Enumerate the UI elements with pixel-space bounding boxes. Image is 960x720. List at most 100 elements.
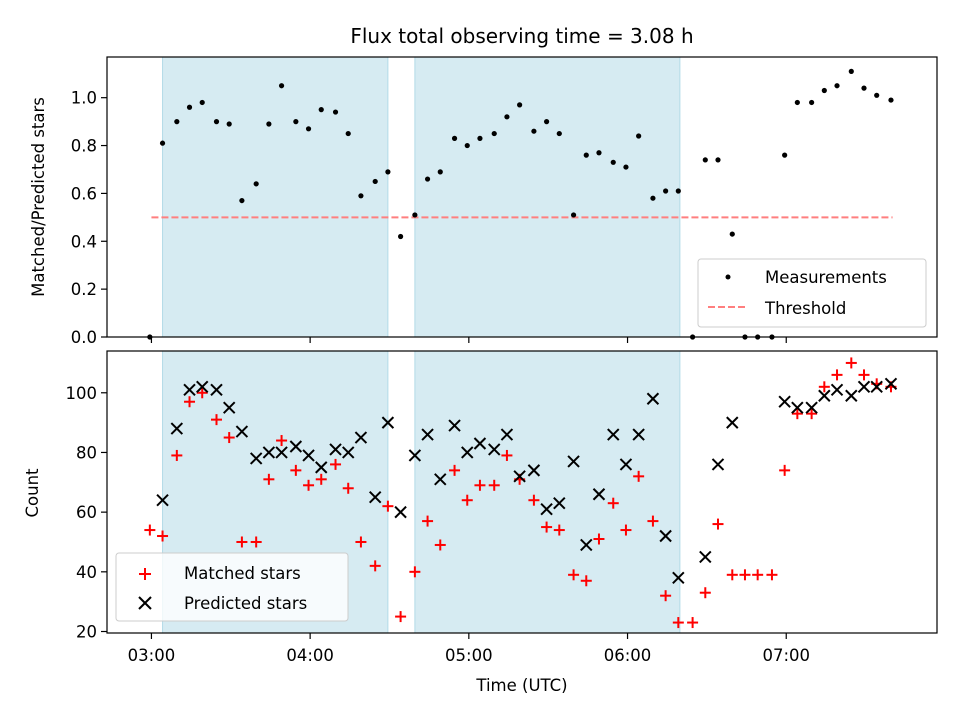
measurement-point	[253, 181, 259, 187]
matched-star-point	[568, 569, 580, 581]
matched-star-point	[739, 569, 751, 581]
bottom-y-tick-label: 20	[76, 623, 97, 642]
bottom-y-tick-label: 80	[76, 443, 97, 462]
predicted-star-point	[434, 473, 447, 486]
predicted-star-point	[421, 428, 434, 441]
measurement-point	[358, 193, 364, 199]
legend-matched-label: Matched stars	[184, 564, 301, 583]
measurement-point	[782, 152, 788, 158]
bottom-y-tick-label: 40	[76, 563, 97, 582]
predicted-star-point	[289, 440, 303, 453]
measurement-point	[345, 130, 351, 137]
predicted-star-point	[672, 571, 685, 585]
bottom-legend: Matched stars Predicted stars	[115, 552, 349, 622]
measurement-point	[305, 126, 312, 132]
matched-star-point	[501, 449, 513, 461]
matched-star-point	[660, 590, 672, 602]
bottom-panel: 20 40 60 80 100 03:00 04:00 05:00 06:00 07:00 Co…	[23, 350, 938, 695]
measurement-point	[821, 87, 827, 94]
measurement-point	[239, 197, 245, 204]
matched-star-point	[687, 617, 699, 629]
matched-star-point	[633, 470, 645, 482]
measurement-point	[186, 104, 193, 110]
predicted-star-point	[513, 470, 526, 483]
predicted-star-point	[183, 383, 196, 397]
matched-star-point	[699, 587, 711, 599]
bottom-x-ticks: 03:00 04:00 05:00 06:00 07:00	[128, 633, 810, 665]
matched-star-point	[818, 381, 830, 393]
predicted-star-point	[210, 383, 223, 397]
top-y-tick-label: 0.6	[71, 184, 97, 203]
matched-star-point	[845, 357, 857, 369]
matched-star-point	[593, 533, 605, 545]
measurement-point	[504, 114, 510, 120]
matched-star-point	[144, 524, 156, 536]
predicted-star-point	[540, 502, 553, 516]
predicted-star-point	[302, 449, 315, 462]
top-panel: 0.0 0.2 0.4 0.6 0.8 1.0 Matched/Predicted sta…	[29, 56, 938, 347]
matched-star-point	[171, 449, 183, 461]
matched-star-point	[620, 524, 632, 536]
measurement-point	[412, 212, 418, 218]
bottom-shaded-interval-1	[414, 350, 681, 634]
bottom-legend-frame	[115, 552, 349, 622]
measurement-point	[596, 150, 602, 156]
measurement-point	[556, 130, 562, 137]
measurement-point	[174, 119, 180, 125]
top-shaded-interval-0	[162, 56, 389, 338]
bottom-y-axis-label: Count	[23, 468, 42, 518]
top-points-layer	[147, 68, 894, 340]
legend-predicted-label: Predicted stars	[184, 594, 307, 613]
matched-star-point	[726, 569, 738, 581]
matched-star-point	[752, 569, 764, 581]
bottom-points-layer	[144, 357, 898, 629]
predicted-star-point	[473, 437, 487, 450]
measurement-point	[424, 176, 431, 182]
measurement-point	[477, 135, 483, 141]
predicted-star-point	[222, 401, 236, 414]
x-tick-label: 03:00	[128, 646, 176, 665]
predicted-star-point	[527, 464, 541, 477]
x-tick-label: 07:00	[762, 646, 810, 665]
measurement-point	[437, 169, 443, 175]
predicted-star-point	[567, 455, 580, 468]
predicted-star-point	[408, 449, 422, 462]
predicted-star-point	[249, 452, 263, 465]
top-legend-frame	[697, 258, 927, 328]
measurement-point	[623, 164, 629, 170]
measurement-point	[385, 169, 391, 175]
matched-star-point	[528, 494, 540, 506]
x-tick-label: 06:00	[604, 646, 652, 665]
matched-star-point	[434, 539, 446, 551]
matched-star-point	[607, 497, 619, 509]
matched-star-point	[211, 414, 223, 426]
predicted-star-point	[315, 461, 328, 474]
chart-title: Flux total observing time = 3.08 h	[350, 24, 693, 48]
matched-star-point	[263, 473, 275, 485]
predicted-star-point	[368, 491, 382, 504]
bottom-y-tick-label: 100	[66, 384, 98, 403]
measurement-point	[794, 99, 800, 106]
measurement-point	[372, 178, 378, 185]
predicted-star-point	[830, 383, 844, 397]
top-y-tick-label: 0.2	[71, 280, 97, 299]
predicted-star-point	[726, 416, 739, 429]
top-shaded-interval-1	[414, 56, 681, 338]
predicted-star-point	[580, 538, 593, 552]
matched-star-point	[766, 569, 778, 581]
predicted-star-point	[235, 425, 249, 438]
matched-star-point	[236, 536, 248, 548]
measurement-point	[715, 157, 721, 163]
bottom-y-ticks: 20 40 60 80 100	[66, 384, 107, 642]
matched-star-point	[806, 408, 818, 420]
top-y-tick-label: 1.0	[71, 89, 97, 108]
measurement-point	[636, 133, 642, 139]
predicted-star-point	[170, 422, 184, 435]
measurement-point	[570, 212, 577, 218]
predicted-star-point	[488, 443, 501, 456]
predicted-star-point	[870, 380, 883, 394]
matched-star-point	[672, 617, 684, 629]
top-shading	[162, 56, 681, 338]
predicted-star-point	[632, 428, 645, 441]
